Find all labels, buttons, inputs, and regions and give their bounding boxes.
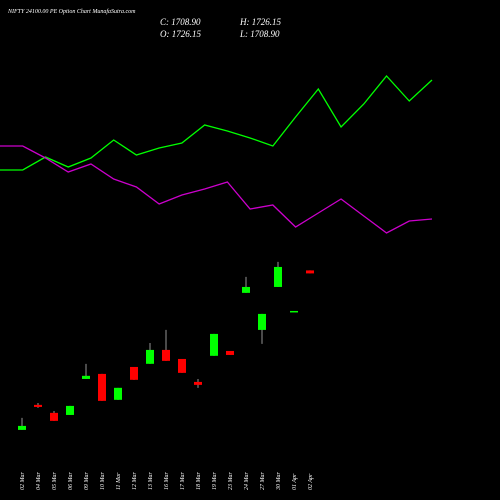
x-tick-label: 09 Mar	[84, 472, 90, 490]
candle-body	[178, 358, 186, 373]
candle-body	[290, 310, 298, 313]
x-tick-label: 18 Mar	[196, 472, 202, 490]
candle-body	[34, 404, 42, 407]
candle-body	[82, 375, 90, 379]
candle-body	[194, 381, 202, 385]
candle-body	[130, 366, 138, 380]
x-tick-label: 30 Mar	[276, 472, 282, 491]
candle-body	[226, 350, 234, 355]
x-tick-label: 10 Mar	[100, 472, 106, 490]
readout-open: O: 1726.15	[160, 29, 201, 39]
x-tick-label: 04 Mar	[35, 472, 42, 490]
x-tick-label: 24 Mar	[243, 472, 250, 490]
chart-title: NIFTY 24100.00 PE Option Chart MunafaSut…	[7, 8, 136, 15]
x-tick-label: 02 Mar	[20, 472, 26, 490]
x-tick-label: 12 Mar	[132, 472, 138, 490]
x-tick-label: 06 Mar	[68, 472, 74, 490]
candle-body	[146, 349, 154, 364]
candle-body	[114, 387, 122, 400]
x-tick-label: 11 Mar	[116, 472, 122, 490]
x-tick-label: 16 Mar	[164, 472, 170, 490]
candle-body	[242, 286, 250, 293]
indicator-line	[0, 75, 433, 171]
x-tick-label: 13 Mar	[148, 472, 154, 490]
candle-body	[258, 313, 266, 330]
candle-body	[66, 405, 74, 415]
candle-body	[98, 373, 106, 401]
candle-body	[210, 333, 218, 356]
x-tick-label: 01 Apr	[292, 473, 298, 490]
readout-close: C: 1708.90	[160, 17, 201, 27]
candle-body	[50, 412, 58, 421]
candle-body	[162, 349, 170, 361]
x-tick-label: 27 Mar	[260, 472, 266, 490]
x-tick-label: 19 Mar	[212, 472, 218, 490]
x-tick-label: 02 Apr	[308, 473, 314, 490]
x-tick-label: 23 Mar	[228, 472, 234, 490]
readout-low: L: 1708.90	[239, 29, 280, 39]
candle-body	[18, 425, 26, 430]
candle-body	[306, 270, 314, 274]
readout-high: H: 1726.15	[239, 17, 281, 27]
indicator-line	[0, 145, 433, 234]
candle-body	[274, 266, 282, 287]
x-tick-label: 17 Mar	[180, 472, 186, 490]
x-tick-label: 05 Mar	[52, 472, 58, 490]
